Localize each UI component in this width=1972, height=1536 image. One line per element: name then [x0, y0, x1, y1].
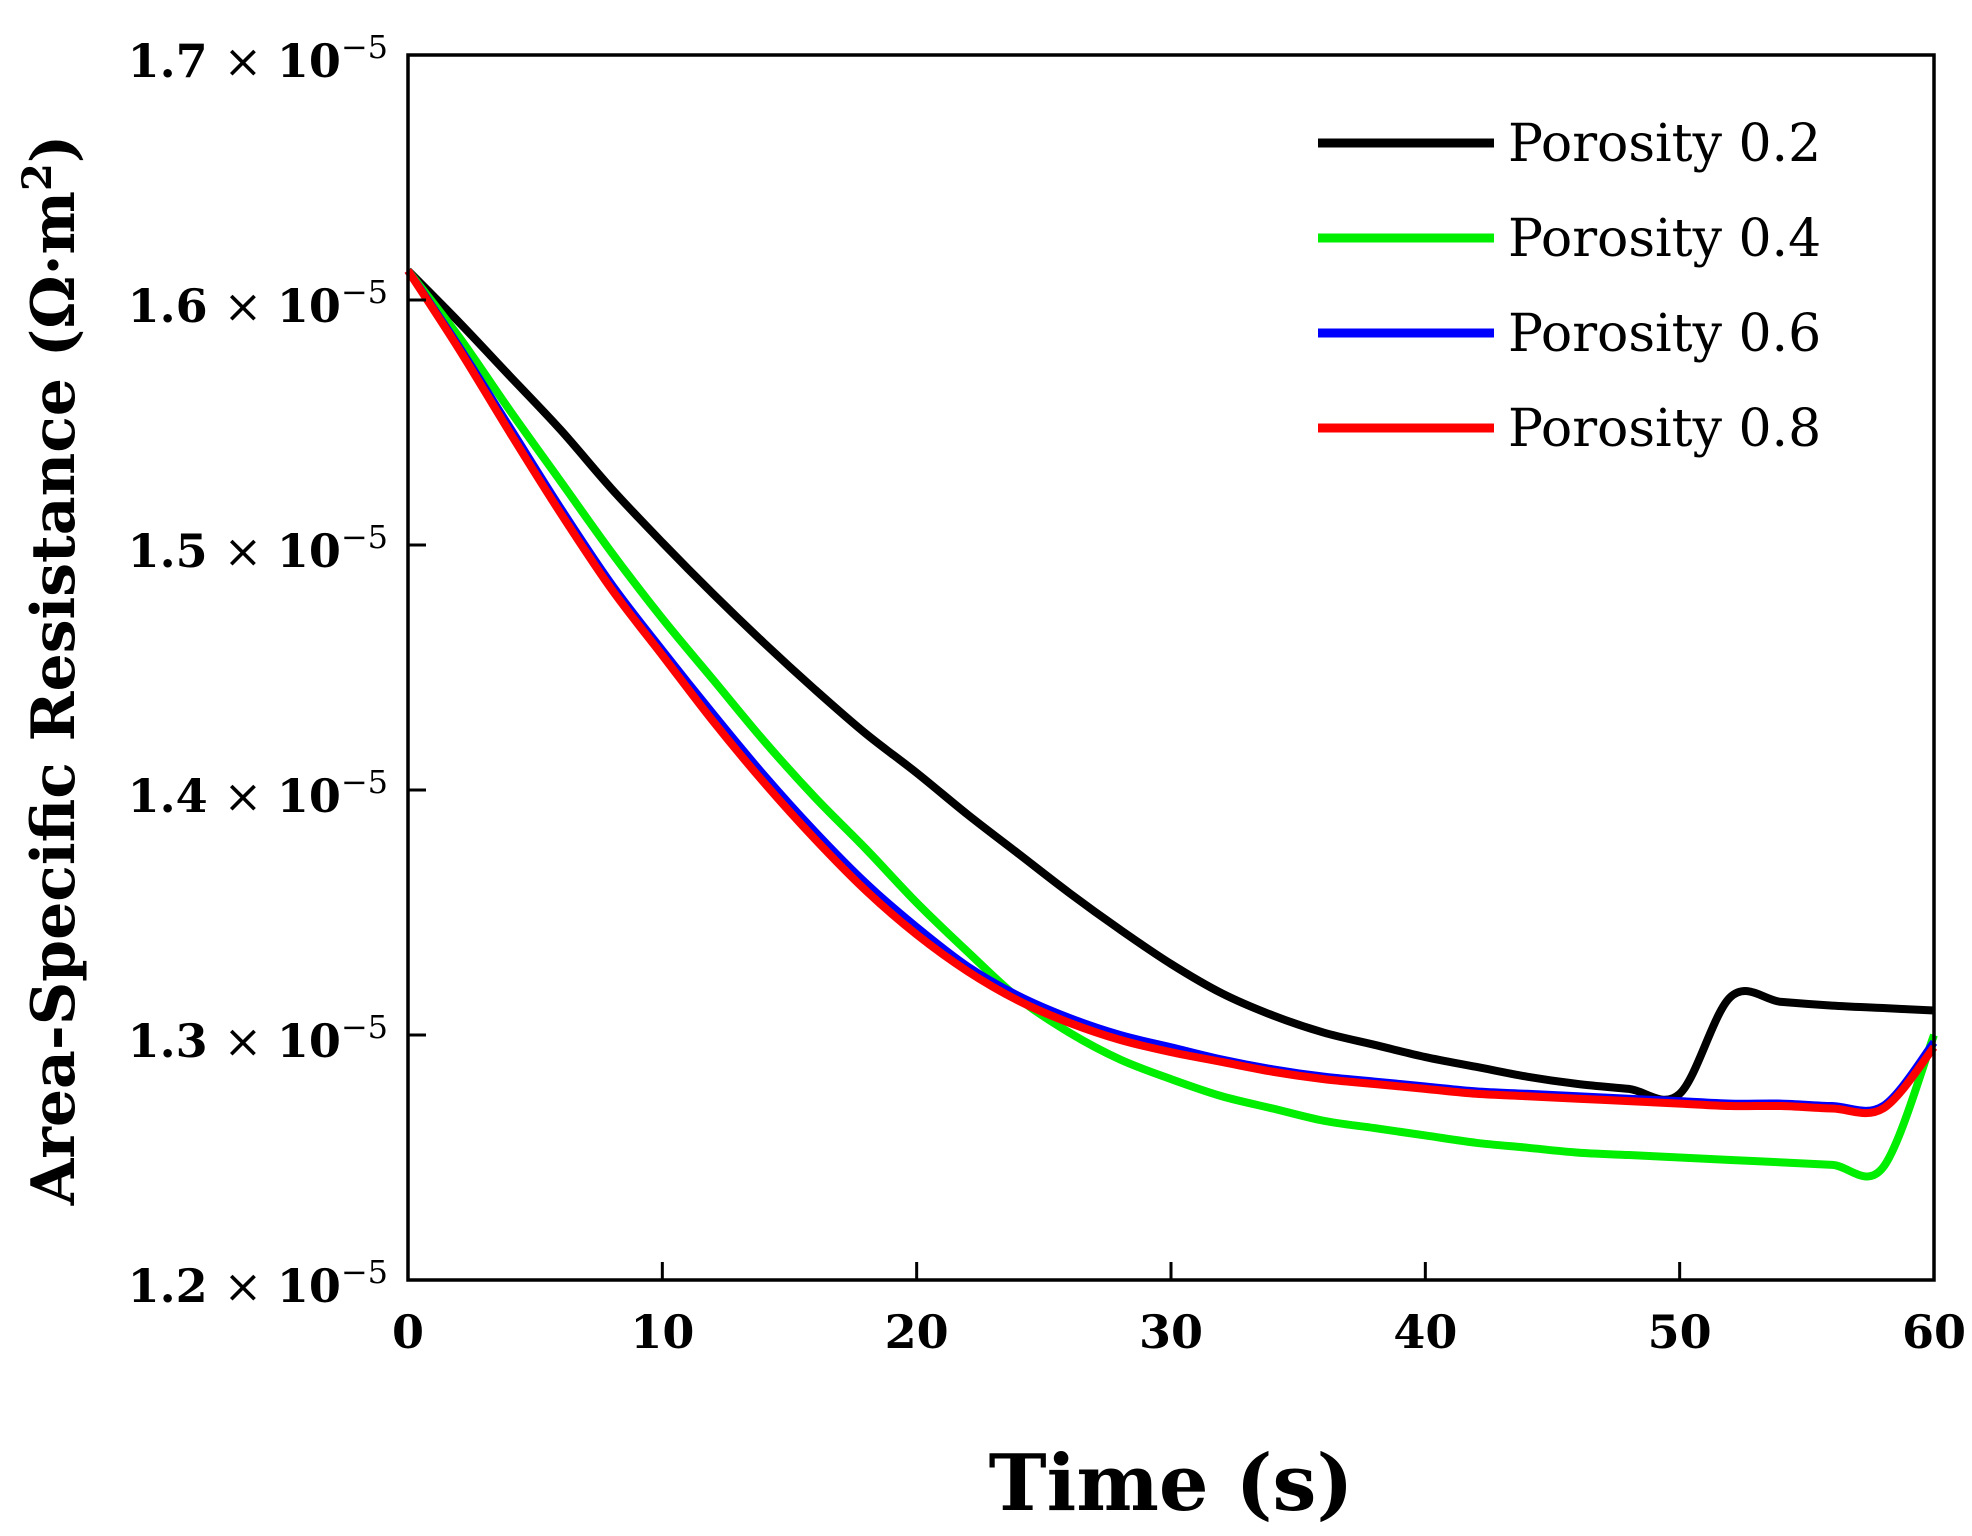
y-tick-base: 10: [277, 279, 341, 333]
y-tick-times: ×: [224, 769, 277, 823]
y-tick-exponent: −5: [341, 763, 388, 801]
y-tick-times: ×: [224, 34, 277, 88]
series-layer: [404, 267, 1938, 1181]
y-tick-label: 1.4 × 10−5: [128, 763, 388, 823]
y-axis-title: Area-Specific Resistance (Ω·m2): [14, 135, 90, 1207]
y-tick-mantissa: 1.2: [128, 1259, 224, 1313]
y-axis-title-superscript: 2: [14, 163, 61, 191]
y-tick-times: ×: [224, 1014, 277, 1068]
y-tick-mantissa: 1.4: [128, 769, 224, 823]
y-tick-label: 1.3 × 10−5: [128, 1008, 388, 1068]
y-tick-label: 1.5 × 10−5: [128, 518, 388, 578]
y-tick-times: ×: [224, 279, 277, 333]
series-line-4: [404, 268, 1938, 1118]
y-tick-base: 10: [277, 524, 341, 578]
series-line-3: [404, 268, 1938, 1115]
x-tick-label: 20: [885, 1305, 949, 1359]
y-tick-mantissa: 1.7: [128, 34, 224, 88]
y-tick-base: 10: [277, 34, 341, 88]
x-tick-label: 10: [630, 1305, 694, 1359]
legend: Porosity 0.2 Porosity 0.4 Porosity 0.6 Poro…: [1318, 114, 1821, 459]
y-axis-title-suffix: ): [19, 135, 89, 163]
y-tick-mantissa: 1.5: [128, 524, 224, 578]
x-tick-label: 30: [1139, 1305, 1203, 1359]
y-tick-base: 10: [277, 1014, 341, 1068]
y-tick-exponent: −5: [341, 273, 388, 311]
y-tick-exponent: −5: [341, 28, 388, 66]
y-tick-exponent: −5: [341, 1253, 388, 1291]
x-tick-label: 0: [392, 1305, 424, 1359]
x-axis-title: Time (s): [989, 1438, 1354, 1529]
legend-label-1: Porosity 0.2: [1508, 114, 1821, 174]
y-tick-times: ×: [224, 1259, 277, 1313]
y-tick-base: 10: [277, 769, 341, 823]
y-tick-label: 1.2 × 10−5: [128, 1253, 388, 1313]
y-tick-label: 1.7 × 10−5: [128, 28, 388, 88]
y-tick-exponent: −5: [341, 1008, 388, 1046]
y-tick-label: 1.6 × 10−5: [128, 273, 388, 333]
y-tick-base: 10: [277, 1259, 341, 1313]
legend-label-2: Porosity 0.4: [1508, 209, 1821, 269]
y-axis-title-prefix: Area-Specific Resistance (Ω·m: [19, 191, 89, 1206]
axes-layer: 0 10 20 30 40 50 601.2 × 10−51.3 × 10−51.4 × 1…: [128, 28, 1966, 1359]
y-tick-mantissa: 1.6: [128, 279, 224, 333]
x-tick-label: 60: [1902, 1305, 1966, 1359]
y-tick-exponent: −5: [341, 518, 388, 556]
y-tick-times: ×: [224, 524, 277, 578]
legend-label-3: Porosity 0.6: [1508, 304, 1821, 364]
series-line-2: [404, 268, 1938, 1181]
legend-label-4: Porosity 0.8: [1508, 399, 1821, 459]
x-tick-label: 50: [1648, 1305, 1712, 1359]
y-tick-mantissa: 1.3: [128, 1014, 224, 1068]
x-tick-label: 40: [1393, 1305, 1457, 1359]
series-line-1: [405, 267, 1935, 1104]
